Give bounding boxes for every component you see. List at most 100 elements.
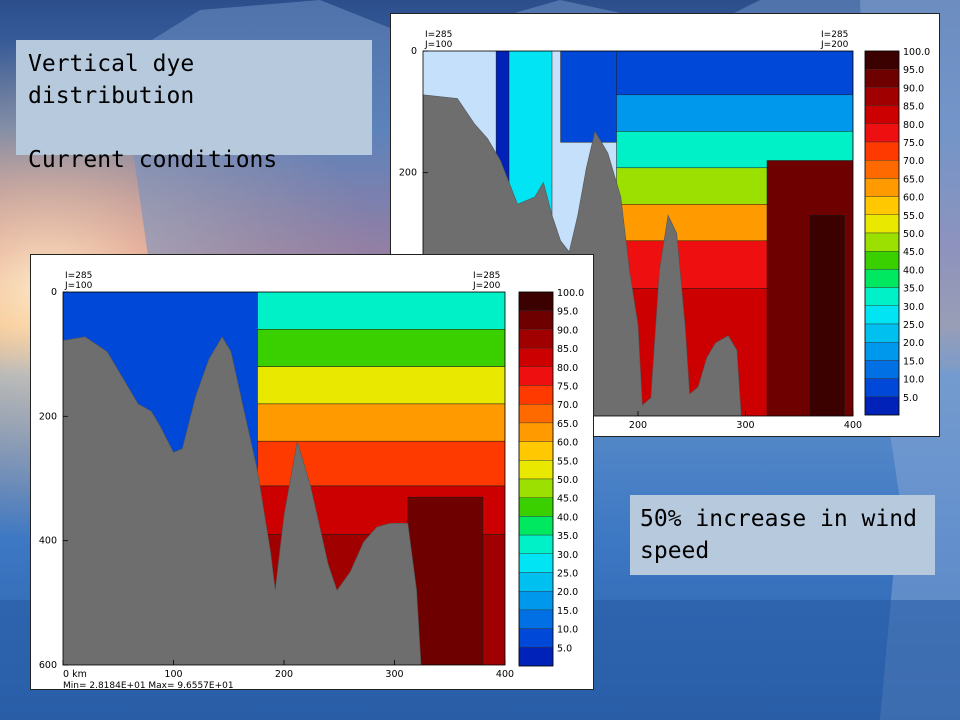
y-tick-label: 400 <box>39 536 57 547</box>
colorbar-swatch <box>864 323 900 343</box>
corner-label-left-j: J=100 <box>424 40 453 50</box>
dye-layer <box>809 215 845 416</box>
colorbar-label: 40.0 <box>557 512 578 523</box>
colorbar-swatch <box>864 50 900 70</box>
y-tick-label: 200 <box>39 411 57 422</box>
colorbar-label: 50.0 <box>903 229 924 240</box>
colorbar-label: 65.0 <box>557 419 578 430</box>
corner-label-right-i: I=285 <box>473 271 500 281</box>
x-tick-label: 300 <box>736 420 754 431</box>
colorbar-swatch <box>864 305 900 325</box>
x-tick-label: 0 km <box>63 669 87 680</box>
colorbar-swatch <box>864 87 900 106</box>
colorbar-swatch <box>864 250 900 270</box>
caption-bottom: 50% increase in wind speed <box>630 495 935 575</box>
colorbar-swatch <box>518 366 554 386</box>
colorbar-label: 25.0 <box>903 320 924 331</box>
dye-layer <box>257 329 505 367</box>
colorbar-label: 100.0 <box>903 47 930 58</box>
corner-label-left-j: J=100 <box>64 281 93 291</box>
caption-subtitle: Current conditions <box>28 147 278 173</box>
x-tick-label: 100 <box>164 669 182 680</box>
colorbar-swatch <box>518 441 554 461</box>
colorbar-label: 30.0 <box>903 302 924 313</box>
colorbar-swatch <box>864 178 900 197</box>
colorbar-label: 85.0 <box>557 344 578 355</box>
colorbar-label: 35.0 <box>903 284 924 295</box>
colorbar-swatch <box>864 396 900 416</box>
colorbar-label: 15.0 <box>557 606 578 617</box>
colorbar-label: 5.0 <box>903 393 918 404</box>
colorbar-label: 55.0 <box>557 456 578 467</box>
colorbar-swatch <box>864 342 900 361</box>
colorbar-label: 100.0 <box>557 288 584 299</box>
corner-label-right-j: J=200 <box>472 281 501 291</box>
colorbar-label: 80.0 <box>903 120 924 131</box>
colorbar-swatch <box>864 69 900 88</box>
colorbar-label: 20.0 <box>903 338 924 349</box>
x-tick-label: 300 <box>385 669 403 680</box>
colorbar-swatch <box>864 123 900 143</box>
dye-layer <box>407 496 484 665</box>
colorbar-label: 10.0 <box>557 625 578 636</box>
colorbar-label: 60.0 <box>557 438 578 449</box>
colorbar-frame <box>518 291 554 667</box>
dye-layer <box>257 403 505 442</box>
colorbar-label: 45.0 <box>903 247 924 258</box>
colorbar-label: 60.0 <box>903 193 924 204</box>
colorbar-label: 90.0 <box>903 83 924 94</box>
colorbar-swatch <box>864 105 900 124</box>
colorbar-swatch <box>518 478 554 498</box>
colorbar-swatch <box>864 378 900 398</box>
colorbar-label: 20.0 <box>557 587 578 598</box>
colorbar-swatch <box>518 497 554 517</box>
dye-layer <box>257 366 505 405</box>
y-tick-label: 600 <box>39 660 57 671</box>
colorbar-swatch <box>518 403 554 424</box>
colorbar-swatch <box>518 628 554 648</box>
dye-field <box>63 292 505 665</box>
corner-label-left-i: I=285 <box>65 271 92 281</box>
colorbar-swatch <box>518 553 554 573</box>
colorbar-label: 30.0 <box>557 550 578 561</box>
caption-top: Vertical dye distribution Current condit… <box>16 40 372 173</box>
y-tick-label: 0 <box>51 287 57 298</box>
colorbar-label: 70.0 <box>903 156 924 167</box>
colorbar-frame <box>864 50 900 416</box>
colorbar-label: 40.0 <box>903 265 924 276</box>
bathymetry <box>63 336 505 665</box>
colorbar-label: 75.0 <box>557 382 578 393</box>
x-tick-label: 200 <box>629 420 647 431</box>
colorbar-swatch <box>518 591 554 611</box>
dye-layer <box>616 94 853 132</box>
colorbar-swatch <box>518 422 554 442</box>
chart-wind-increase: I=285 J=100 I=285 J=200 0 200 400 600 0 km 100 200… <box>30 254 594 690</box>
colorbar-swatch <box>864 214 900 234</box>
colorbar-swatch <box>518 609 554 629</box>
min-max-footer: Min= 2.8184E+01 Max= 9.6557E+01 <box>63 681 234 689</box>
colorbar-label: 50.0 <box>557 475 578 486</box>
y-tick-label: 0 <box>411 46 417 57</box>
colorbar-label: 15.0 <box>903 356 924 367</box>
colorbar-label: 85.0 <box>903 102 924 113</box>
colorbar-swatch <box>864 269 900 288</box>
colorbar-swatch <box>518 329 554 349</box>
colorbar-label: 80.0 <box>557 363 578 374</box>
colorbar-label: 90.0 <box>557 325 578 336</box>
colorbar-label: 65.0 <box>903 174 924 185</box>
colorbar-label: 55.0 <box>903 211 924 222</box>
colorbar-label: 75.0 <box>903 138 924 149</box>
colorbar-label: 10.0 <box>903 375 924 386</box>
colorbar-swatch <box>518 572 554 592</box>
colorbar-swatch <box>518 347 554 367</box>
colorbar-swatch <box>864 141 900 161</box>
y-tick-label: 200 <box>399 168 417 179</box>
colorbar-swatch <box>518 534 554 555</box>
colorbar-label: 35.0 <box>557 531 578 542</box>
colorbar-swatch <box>518 516 554 536</box>
colorbar-label: 5.0 <box>557 643 572 654</box>
colorbar-swatch <box>518 291 554 311</box>
caption-title: Vertical dye distribution <box>28 51 195 109</box>
corner-label-right-j: J=200 <box>820 40 849 50</box>
